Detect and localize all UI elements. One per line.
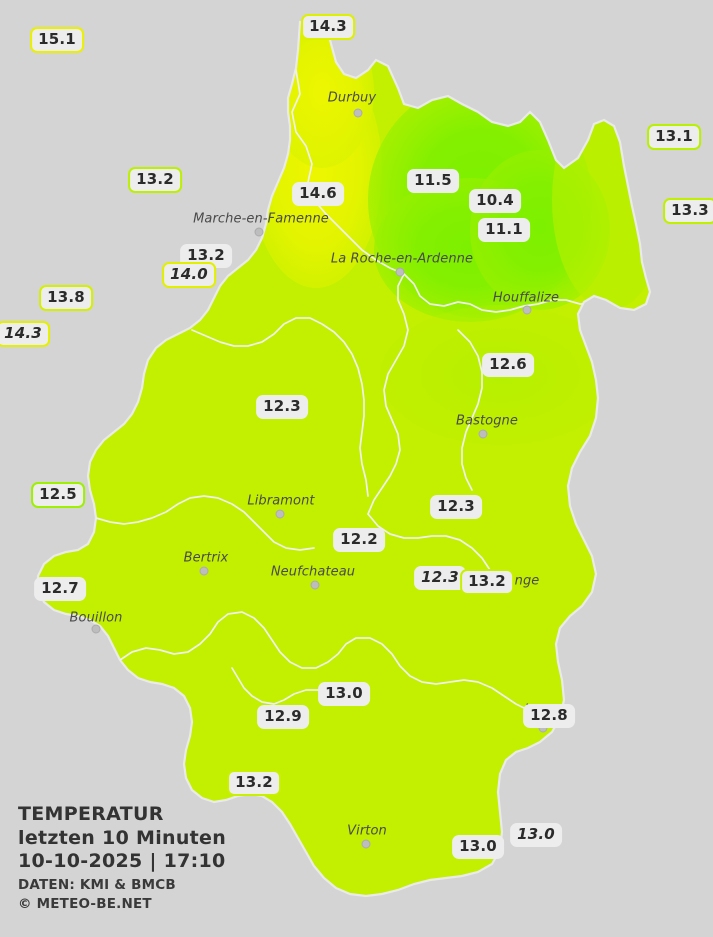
temperature-badge[interactable]: 11.1: [478, 218, 530, 242]
temperature-badge[interactable]: 14.6: [292, 182, 344, 206]
city-label: Marche-en-Famenne: [193, 211, 329, 227]
border-central-vertical: [367, 273, 409, 515]
city-label: Bertrix: [183, 550, 229, 566]
city-label: Bouillon: [69, 610, 123, 626]
border-south-semois: [119, 611, 543, 715]
temperature-badge[interactable]: 12.2: [333, 528, 385, 552]
temperature-badge[interactable]: 12.7: [34, 577, 86, 601]
border-bastogne-east: [457, 329, 483, 491]
city-dot-icon: [395, 267, 405, 277]
city-dot-icon: [522, 305, 532, 315]
temperature-badge[interactable]: 10.4: [469, 189, 521, 213]
province-outline: [36, 20, 652, 898]
temperature-badge[interactable]: 14.3: [301, 14, 355, 40]
temperature-badge[interactable]: 13.0: [318, 682, 370, 706]
city-dot-icon: [310, 580, 320, 590]
city-label: Libramont: [247, 493, 315, 509]
temperature-badge[interactable]: 12.3: [256, 395, 308, 419]
city-label: La Roche-en-Ardenne: [330, 251, 474, 267]
legend-copyright: © METEO-BE.NET: [18, 896, 152, 913]
temperature-badge[interactable]: 12.5: [31, 482, 85, 508]
temperature-badge[interactable]: 13.8: [39, 285, 93, 311]
city-dot-icon: [199, 566, 209, 576]
legend-subtitle: letzten 10 Minuten: [18, 826, 227, 849]
border-arlon-branch: [367, 513, 497, 583]
temperature-badge[interactable]: 11.5: [407, 169, 459, 193]
legend-source: DATEN: KMI & BMCB: [18, 876, 176, 893]
temperature-badge[interactable]: 15.1: [30, 27, 84, 53]
temperature-badge[interactable]: 13.3: [663, 198, 713, 224]
temperature-badge[interactable]: 14.3: [0, 321, 50, 347]
city-dot-icon: [275, 509, 285, 519]
city-dot-icon: [254, 227, 264, 237]
city-label: Durbuy: [327, 90, 377, 106]
legend-timestamp: 10-10-2025 | 17:10: [18, 849, 226, 872]
temperature-badge[interactable]: 13.0: [452, 835, 504, 859]
temperature-badge[interactable]: 12.8: [523, 704, 575, 728]
city-dot-icon: [353, 108, 363, 118]
temperature-badge[interactable]: 13.2: [227, 770, 281, 796]
temperature-badge[interactable]: 12.3: [430, 495, 482, 519]
temperature-badge[interactable]: 12.9: [257, 705, 309, 729]
city-label: nge: [514, 573, 540, 589]
temperature-badge[interactable]: 13.2: [460, 569, 514, 595]
city-label: Neufchateau: [270, 564, 356, 580]
city-dot-icon: [478, 429, 488, 439]
legend-title: TEMPERATUR: [18, 803, 164, 826]
temperature-badge[interactable]: 12.3: [414, 566, 466, 590]
border-south-west: [95, 495, 315, 551]
city-dot-icon: [361, 839, 371, 849]
temperature-badge[interactable]: 13.2: [128, 167, 182, 193]
temperature-badge[interactable]: 13.1: [647, 124, 701, 150]
city-label: Houffalize: [492, 290, 560, 306]
temperature-badge[interactable]: 14.0: [162, 262, 216, 288]
temperature-badge[interactable]: 13.0: [510, 823, 562, 847]
temperature-badge[interactable]: 12.6: [482, 353, 534, 377]
city-label: Virton: [347, 823, 387, 839]
legend-block: TEMPERATUR letzten 10 Minuten 10-10-2025…: [18, 803, 226, 915]
city-dot-icon: [91, 624, 101, 634]
border-west-loop: [191, 317, 369, 497]
city-label: Bastogne: [456, 413, 518, 429]
